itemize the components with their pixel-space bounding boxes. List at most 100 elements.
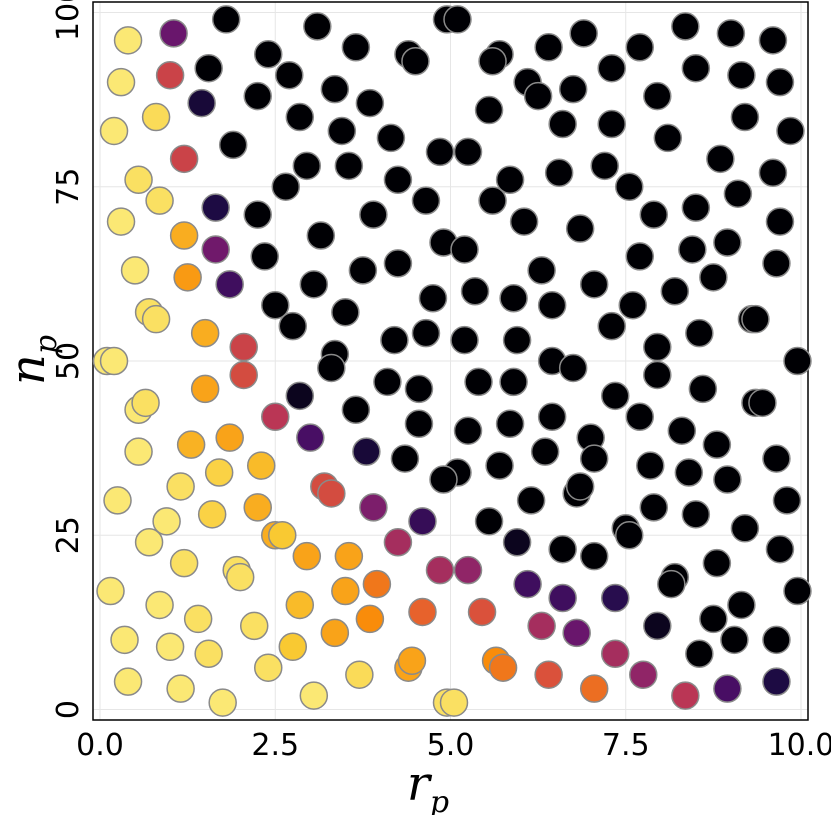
data-point	[243, 81, 272, 111]
data-point	[253, 653, 283, 682]
data-point	[699, 263, 728, 292]
data-point	[565, 472, 595, 501]
data-point	[579, 674, 609, 703]
data-point	[534, 33, 563, 62]
x-tick-label: 7.5	[602, 728, 650, 763]
data-point	[190, 374, 220, 404]
data-point	[359, 200, 388, 229]
data-point	[155, 632, 185, 662]
data-point	[657, 569, 686, 599]
data-point	[411, 318, 441, 348]
data-point	[460, 277, 490, 306]
data-point	[765, 67, 795, 97]
data-point	[674, 458, 704, 487]
data-point	[397, 646, 427, 675]
y-tick-label: 100	[51, 0, 86, 41]
data-point	[485, 451, 514, 480]
data-point	[758, 158, 788, 188]
data-point	[618, 290, 648, 320]
data-point	[169, 548, 199, 578]
data-point	[702, 430, 732, 459]
data-point	[334, 151, 364, 181]
data-point	[320, 74, 350, 104]
data-point	[99, 116, 129, 146]
data-point	[99, 346, 129, 376]
data-point	[194, 53, 223, 83]
data-point	[699, 604, 728, 634]
data-point	[124, 437, 153, 466]
y-tick-label: 0	[51, 700, 86, 719]
data-point	[537, 402, 567, 432]
data-point	[166, 674, 195, 703]
data-point	[390, 444, 420, 473]
data-point	[706, 144, 735, 174]
x-tick-labels: 0.0 2.5 5.0 7.5 10.0	[76, 728, 831, 763]
data-point	[246, 451, 276, 480]
data-point	[173, 263, 202, 292]
data-point	[653, 123, 683, 153]
data-point	[643, 611, 672, 641]
data-point	[194, 639, 223, 669]
data-point	[688, 374, 718, 404]
data-point	[723, 179, 753, 208]
data-point	[359, 493, 388, 522]
data-point	[352, 437, 381, 466]
data-point	[296, 423, 325, 452]
data-point	[211, 5, 241, 34]
data-point	[215, 270, 244, 299]
data-point	[671, 12, 700, 41]
data-point	[317, 353, 346, 383]
x-tick-label: 0.0	[76, 728, 124, 763]
data-point	[292, 541, 322, 571]
x-tick-label: 10.0	[768, 728, 831, 763]
data-point	[229, 332, 258, 362]
data-point	[355, 88, 385, 118]
data-point	[110, 625, 139, 655]
data-point	[527, 256, 556, 285]
data-point	[113, 667, 143, 696]
data-point	[271, 172, 301, 201]
data-point	[152, 507, 181, 536]
data-point	[569, 19, 598, 48]
data-point	[373, 367, 402, 397]
data-point	[730, 514, 760, 543]
data-point	[558, 353, 588, 383]
data-point	[600, 583, 630, 613]
data-point	[229, 360, 258, 390]
data-point	[124, 165, 153, 195]
data-point	[730, 102, 760, 132]
data-point	[348, 256, 378, 285]
data-point	[727, 590, 756, 620]
data-point	[783, 576, 812, 606]
data-point	[215, 423, 244, 452]
data-point	[176, 430, 206, 459]
data-point	[643, 360, 672, 390]
data-point	[495, 409, 525, 438]
data-point	[643, 81, 672, 111]
data-point	[408, 597, 437, 627]
x-axis-label: rp	[407, 756, 449, 815]
data-point	[667, 416, 697, 445]
data-point	[134, 527, 164, 557]
data-point	[488, 653, 518, 682]
data-point	[383, 165, 413, 195]
data-point	[331, 576, 360, 606]
data-point	[131, 388, 160, 418]
data-point	[716, 19, 746, 48]
data-point	[183, 604, 213, 634]
data-point	[597, 53, 626, 83]
data-point	[166, 472, 195, 501]
data-point	[450, 235, 479, 264]
y-tick-labels: 0 25 50 75 100	[51, 0, 86, 719]
data-point	[741, 304, 770, 334]
data-point	[145, 590, 174, 620]
data-point	[713, 465, 742, 494]
data-point	[523, 81, 553, 111]
data-point	[169, 221, 199, 250]
data-point	[120, 256, 150, 285]
data-point	[331, 297, 360, 327]
data-point	[261, 402, 290, 432]
data-point	[243, 493, 272, 522]
data-point	[597, 311, 626, 341]
